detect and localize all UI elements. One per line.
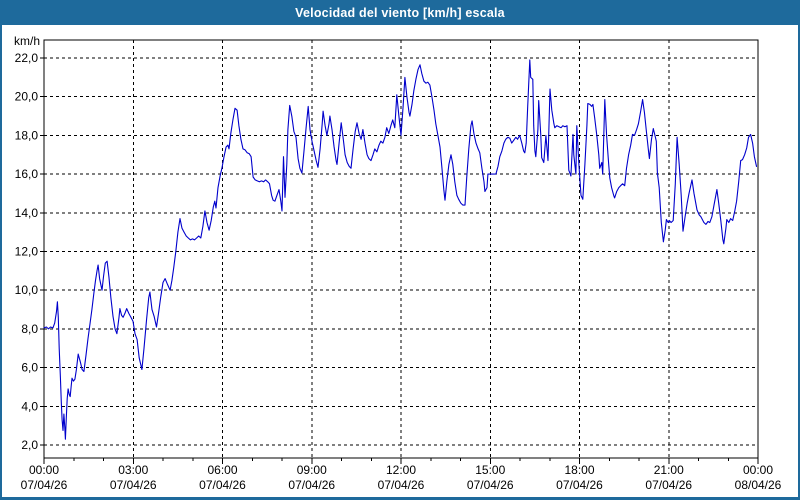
x-tick-date-label: 07/04/26 [110, 478, 157, 492]
wind-speed-chart: 22,0 20,0 18,0 16,0 14,0 12,0 10,0 8,0 6,0 4,0 2,0… [14, 34, 782, 492]
chart-area: 22,0 20,0 18,0 16,0 14,0 12,0 10,0 8,0 6,0 4,0 2,0… [2, 25, 798, 497]
x-tick-date-label: 07/04/26 [378, 478, 425, 492]
x-tick-date-label: 07/04/26 [288, 478, 335, 492]
y-tick-label: 4,0 [21, 399, 38, 413]
x-tick-date-label: 07/04/26 [199, 478, 246, 492]
y-tick-label: 8,0 [21, 322, 38, 336]
y-tick-label: 10,0 [15, 283, 39, 297]
y-tick-label: 16,0 [15, 167, 39, 181]
x-tick-date-label: 07/04/26 [556, 478, 603, 492]
x-tick-date-label: 07/04/26 [645, 478, 692, 492]
x-tick-time-label: 00:00 [743, 463, 773, 477]
x-tick-time-label: 06:00 [207, 463, 237, 477]
y-tick-label: 12,0 [15, 245, 39, 259]
y-tick-label: 6,0 [21, 361, 38, 375]
y-tick-label: 22,0 [15, 51, 39, 65]
x-tick-time-label: 00:00 [29, 463, 59, 477]
title-bar: Velocidad del viento [km/h] escala [0, 0, 800, 25]
x-tick-time-label: 18:00 [564, 463, 594, 477]
y-tick-label: 20,0 [15, 90, 39, 104]
y-tick-label: 18,0 [15, 128, 39, 142]
plot-frame [43, 39, 759, 459]
x-tick-time-label: 15:00 [475, 463, 505, 477]
wind-speed-line [43, 59, 758, 440]
x-tick-time-label: 09:00 [297, 463, 327, 477]
x-tick-time-label: 21:00 [654, 463, 684, 477]
x-tick-time-label: 03:00 [118, 463, 148, 477]
window-title: Velocidad del viento [km/h] escala [295, 5, 505, 20]
x-tick-date-label: 08/04/26 [735, 478, 782, 492]
x-tick-date-label: 07/04/26 [467, 478, 514, 492]
x-tick-time-label: 12:00 [386, 463, 416, 477]
y-axis-unit-label: km/h [14, 34, 40, 48]
y-tick-label: 2,0 [21, 438, 38, 452]
y-tick-label: 14,0 [15, 206, 39, 220]
x-tick-date-label: 07/04/26 [21, 478, 68, 492]
